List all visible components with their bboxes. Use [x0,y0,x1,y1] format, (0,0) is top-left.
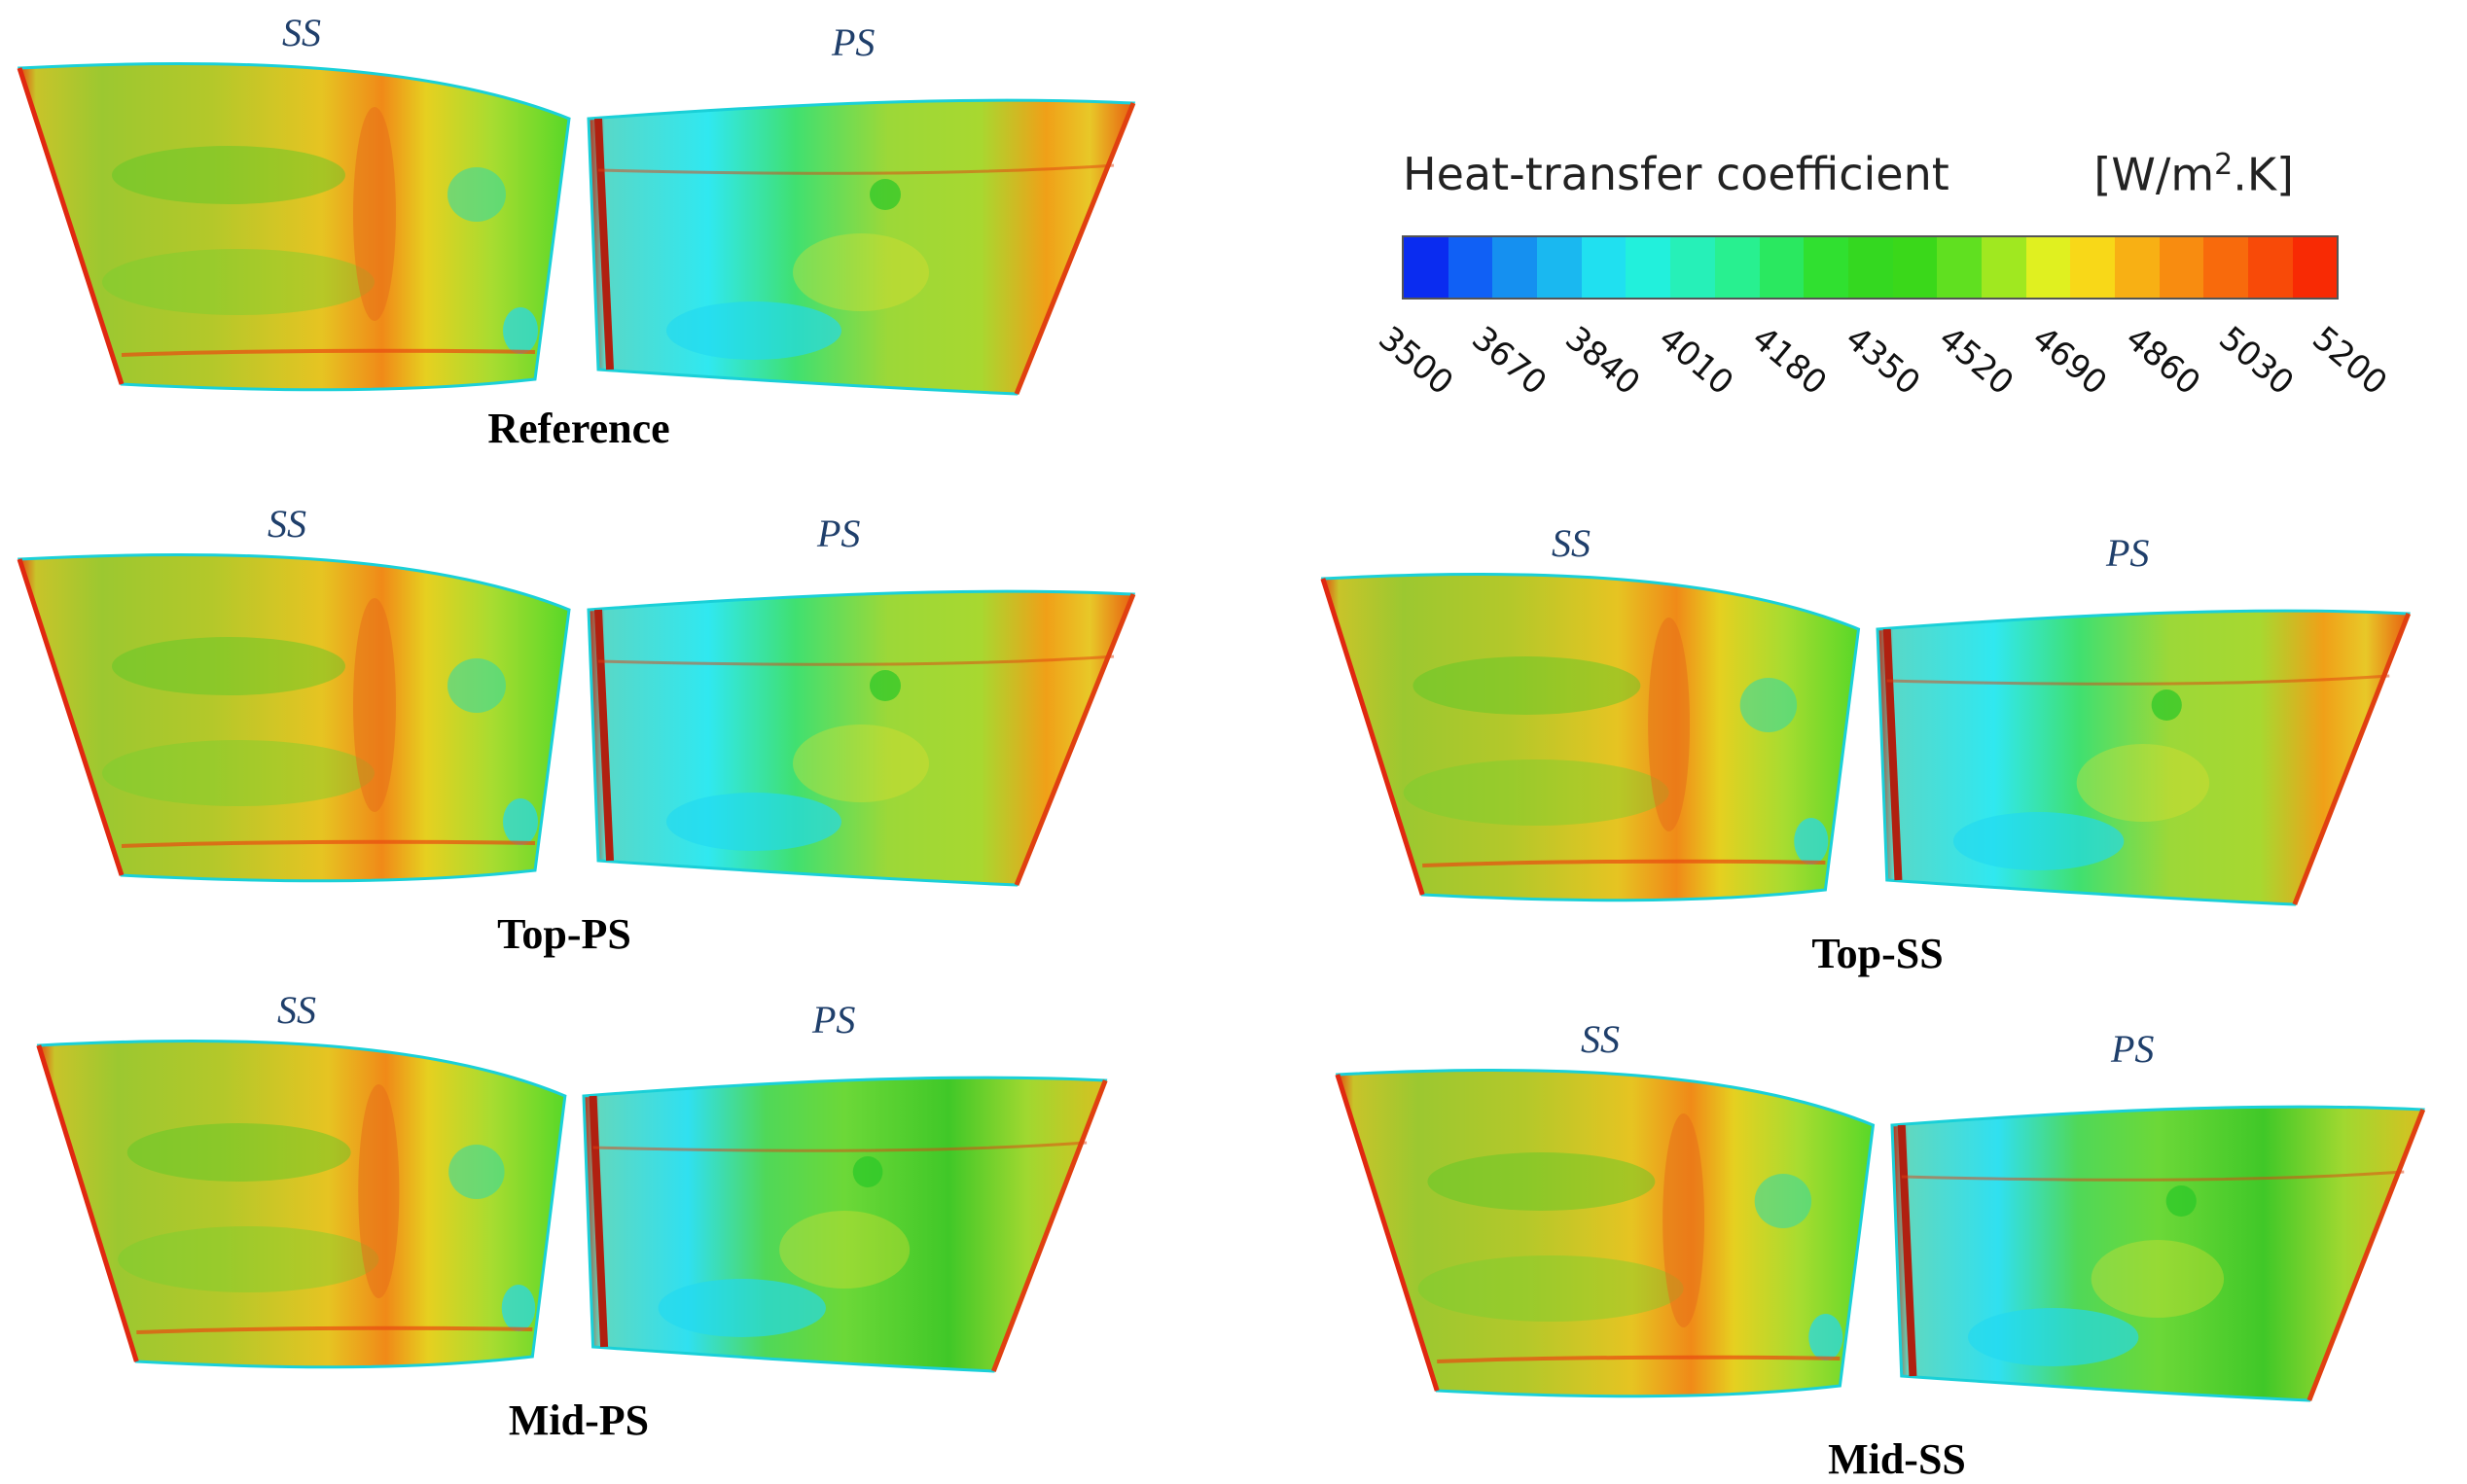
legend-colorbar [1402,235,2340,300]
ss-label: SS [1552,521,1591,565]
ss-label: SS [1581,1017,1620,1061]
legend-swatch [1492,237,1538,298]
legend-tick-label: 5030 [2211,319,2302,404]
legend-swatch [1626,237,1671,298]
legend-swatch [1892,237,1938,298]
legend-tick-label: 4180 [1744,319,1835,404]
legend-swatch [1937,237,1982,298]
case-title: Reference [487,405,670,452]
ss-label: SS [268,502,306,546]
legend-swatch [2203,237,2249,298]
ss-blade-surface [17,61,571,392]
ps-label: PS [2106,531,2150,575]
ss-label: SS [277,988,316,1032]
legend-title: Heat-transfer coefficient [1403,148,1949,200]
case-title: Mid-SS [1828,1435,1966,1483]
legend-tick-label: 4520 [1931,319,2021,404]
legend-tick-label: 3840 [1557,319,1648,404]
legend-swatch [1804,237,1848,298]
legend-tick-label: 3670 [1464,319,1555,404]
legend-tick-label: 4690 [2024,319,2115,404]
ps-label: PS [817,512,861,555]
case-title: Top-PS [497,910,631,958]
color-legend: Heat-transfer coefficient [W/m2.K] 3500 3… [1371,146,2394,438]
legend-swatch [2070,237,2115,298]
legend-unit: [W/m2.K] [2093,148,2294,201]
ss-blade-surface [36,1039,567,1369]
legend-swatch [2159,237,2204,298]
case-title: Mid-PS [508,1396,650,1444]
panel-top-ps: SS PS Top-PS [15,501,1162,963]
panel-reference: SS PS Reference [15,10,1162,452]
legend-swatch [2115,237,2160,298]
legend-swatch [1537,237,1582,298]
legend-swatch [1448,237,1493,298]
legend-tick-label: 4010 [1651,319,1741,404]
legend-swatch [1847,237,1893,298]
legend-tick-label: 4350 [1838,319,1928,404]
ss-label: SS [282,11,321,54]
legend-swatch [1404,237,1448,298]
legend-swatch [1581,237,1627,298]
legend-swatch [1714,237,1760,298]
ss-blade-surface [1335,1068,1876,1398]
legend-swatch [2025,237,2071,298]
legend-swatch [1981,237,2026,298]
legend-swatch [2292,237,2338,298]
ps-label: PS [812,998,856,1042]
case-title: Top-SS [1811,930,1944,977]
legend-swatch [2248,237,2293,298]
panel-mid-ss: SS PS Mid-SS [1333,1016,2451,1483]
legend-tick-label: 3500 [1371,319,1461,404]
panel-mid-ps: SS PS Mid-PS [34,987,1133,1449]
legend-tick-label: 5200 [2304,319,2394,404]
ss-blade-surface [1320,572,1861,902]
legend-swatch [1670,237,1715,298]
ps-label: PS [832,20,876,64]
legend-swatch [1759,237,1805,298]
legend-tick-label: 4860 [2118,319,2208,404]
ps-label: PS [2111,1027,2155,1071]
ss-blade-surface [17,552,571,883]
panel-top-ss: SS PS Top-SS [1318,520,2437,987]
